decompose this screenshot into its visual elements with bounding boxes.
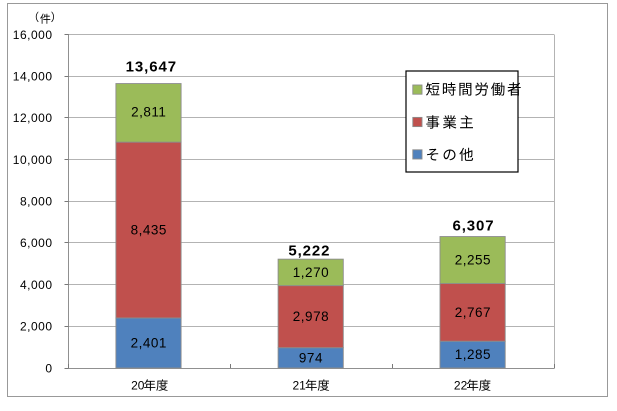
svg-text:2,978: 2,978 [293,309,329,324]
svg-text:8,000: 8,000 [20,195,53,209]
svg-text:1,285: 1,285 [455,347,491,362]
svg-text:0: 0 [45,361,52,375]
svg-text:22: 22 [454,378,468,392]
svg-text:5,222: 5,222 [288,242,330,259]
svg-text:8,435: 8,435 [131,223,167,238]
svg-text:10,000: 10,000 [13,153,53,167]
svg-text:6,307: 6,307 [452,217,494,234]
svg-text:2,401: 2,401 [131,335,167,350]
svg-text:12,000: 12,000 [13,111,53,125]
svg-text:16,000: 16,000 [13,28,53,42]
svg-text:974: 974 [299,350,323,365]
svg-text:13,647: 13,647 [126,59,177,76]
svg-text:21: 21 [293,378,307,392]
svg-text:2,255: 2,255 [455,253,491,268]
svg-text:2,000: 2,000 [20,320,53,334]
svg-text:14,000: 14,000 [13,69,53,83]
svg-text:1,270: 1,270 [293,265,329,280]
svg-text:4,000: 4,000 [20,278,53,292]
svg-text:20: 20 [131,378,145,392]
svg-text:6,000: 6,000 [20,236,53,250]
svg-text:2,767: 2,767 [455,305,491,320]
svg-text:2,811: 2,811 [131,104,166,119]
